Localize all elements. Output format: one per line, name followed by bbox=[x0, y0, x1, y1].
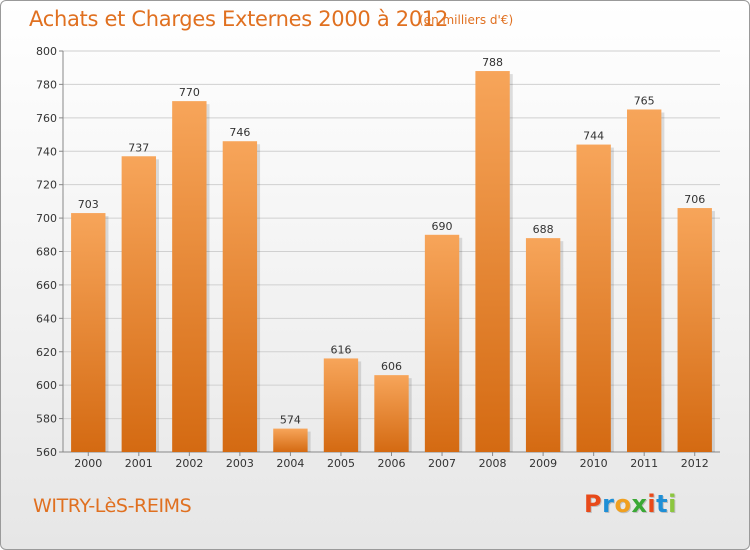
bar-2007 bbox=[424, 234, 460, 452]
y-tick-label: 600 bbox=[36, 379, 57, 392]
data-label-2010: 744 bbox=[583, 130, 604, 143]
bar-2010 bbox=[576, 144, 611, 453]
data-label-2001: 737 bbox=[128, 141, 149, 154]
data-label-2003: 746 bbox=[229, 126, 250, 139]
x-tick-label: 2011 bbox=[630, 457, 658, 470]
bar-2005 bbox=[323, 358, 359, 452]
data-label-2006: 606 bbox=[381, 360, 402, 373]
y-tick-label: 780 bbox=[36, 78, 57, 91]
data-label-2004: 574 bbox=[280, 414, 301, 427]
logo-letter: P bbox=[584, 490, 603, 518]
x-axis-ticks: 2000 2001 2002 2003 2004 2005 2006 2007 2008 2009… bbox=[74, 452, 709, 470]
commune-name: WITRY-LèS-REIMS bbox=[33, 495, 192, 517]
bar-2003 bbox=[222, 141, 258, 452]
logo-letter: i bbox=[647, 490, 657, 518]
bar-2008 bbox=[475, 71, 510, 453]
logo-letter: r bbox=[602, 490, 615, 518]
data-label-2005: 616 bbox=[330, 343, 351, 356]
data-label-2000: 703 bbox=[78, 198, 99, 211]
logo-letter: x bbox=[631, 490, 648, 518]
proxiti-logo[interactable]: Proxiti bbox=[584, 490, 677, 518]
y-tick-label: 720 bbox=[36, 179, 57, 192]
x-tick-label: 2000 bbox=[74, 457, 102, 470]
x-tick-label: 2008 bbox=[479, 457, 507, 470]
logo-letter: t bbox=[656, 490, 669, 518]
bars bbox=[71, 71, 715, 453]
x-tick-label: 2012 bbox=[681, 457, 709, 470]
x-tick-label: 2010 bbox=[580, 457, 608, 470]
data-label-2012: 706 bbox=[684, 193, 705, 206]
y-tick-label: 700 bbox=[36, 212, 57, 225]
y-tick-label: 580 bbox=[36, 413, 57, 426]
data-label-2007: 690 bbox=[432, 220, 453, 233]
bar-2000 bbox=[71, 213, 106, 452]
logo-letter: i bbox=[668, 490, 677, 518]
y-axis-ticks: 560 580 600 620 640 660 680 700 720 740 760 780 800 bbox=[36, 45, 63, 459]
x-tick-label: 2009 bbox=[529, 457, 557, 470]
bar-2012 bbox=[677, 208, 712, 452]
bar-2001 bbox=[121, 156, 156, 452]
y-tick-label: 660 bbox=[36, 279, 57, 292]
y-tick-label: 640 bbox=[36, 312, 57, 325]
x-tick-label: 2002 bbox=[175, 457, 203, 470]
chart-title: Achats et Charges Externes 2000 à 2012 bbox=[29, 7, 449, 31]
logo-letter: o bbox=[614, 490, 632, 518]
x-tick-label: 2006 bbox=[378, 457, 406, 470]
x-tick-label: 2001 bbox=[125, 457, 153, 470]
y-tick-label: 740 bbox=[36, 145, 57, 158]
x-tick-label: 2007 bbox=[428, 457, 456, 470]
data-label-2011: 765 bbox=[634, 94, 655, 107]
y-tick-label: 560 bbox=[36, 446, 57, 459]
y-tick-label: 620 bbox=[36, 346, 57, 359]
data-labels: 703 737 770 746 574 616 606 690 788 688 744 765 706 bbox=[78, 56, 705, 427]
y-tick-label: 760 bbox=[36, 112, 57, 125]
x-tick-label: 2004 bbox=[276, 457, 304, 470]
bar-2002 bbox=[172, 101, 207, 452]
x-tick-label: 2005 bbox=[327, 457, 355, 470]
y-tick-label: 680 bbox=[36, 246, 57, 259]
data-label-2002: 770 bbox=[179, 86, 200, 99]
x-tick-label: 2003 bbox=[226, 457, 254, 470]
bar-2011 bbox=[627, 109, 662, 453]
y-tick-label: 800 bbox=[36, 45, 57, 58]
bar-2009 bbox=[525, 238, 561, 452]
data-label-2009: 688 bbox=[533, 223, 554, 236]
data-label-2008: 788 bbox=[482, 56, 503, 69]
chart-unit-label: (en milliers d'€) bbox=[419, 13, 514, 27]
bar-2006 bbox=[374, 375, 409, 452]
bar-2004 bbox=[273, 428, 308, 452]
